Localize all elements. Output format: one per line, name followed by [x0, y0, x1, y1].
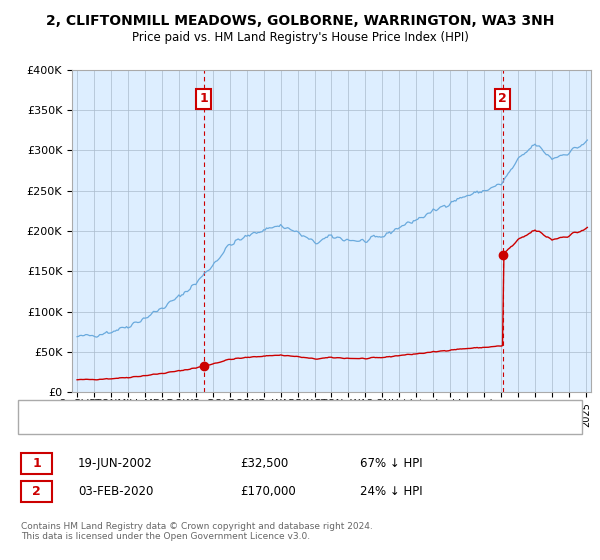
Text: £170,000: £170,000 [240, 485, 296, 498]
Text: 2: 2 [32, 485, 41, 498]
Text: 2, CLIFTONMILL MEADOWS, GOLBORNE, WARRINGTON, WA3 3NH: 2, CLIFTONMILL MEADOWS, GOLBORNE, WARRIN… [46, 14, 554, 28]
Text: Contains HM Land Registry data © Crown copyright and database right 2024.
This d: Contains HM Land Registry data © Crown c… [21, 522, 373, 542]
Text: HPI: Average price, detached house, Wigan: HPI: Average price, detached house, Wiga… [60, 421, 286, 431]
Text: 19-JUN-2002: 19-JUN-2002 [78, 457, 153, 470]
Text: £32,500: £32,500 [240, 457, 288, 470]
Text: 24% ↓ HPI: 24% ↓ HPI [360, 485, 422, 498]
Text: 2: 2 [498, 92, 507, 105]
Text: 2, CLIFTONMILL MEADOWS, GOLBORNE, WARRINGTON, WA3 3NH (detached house): 2, CLIFTONMILL MEADOWS, GOLBORNE, WARRIN… [60, 398, 494, 408]
Text: 03-FEB-2020: 03-FEB-2020 [78, 485, 154, 498]
Text: Price paid vs. HM Land Registry's House Price Index (HPI): Price paid vs. HM Land Registry's House … [131, 31, 469, 44]
Text: 67% ↓ HPI: 67% ↓ HPI [360, 457, 422, 470]
Text: 1: 1 [32, 457, 41, 470]
Text: 1: 1 [199, 92, 208, 105]
